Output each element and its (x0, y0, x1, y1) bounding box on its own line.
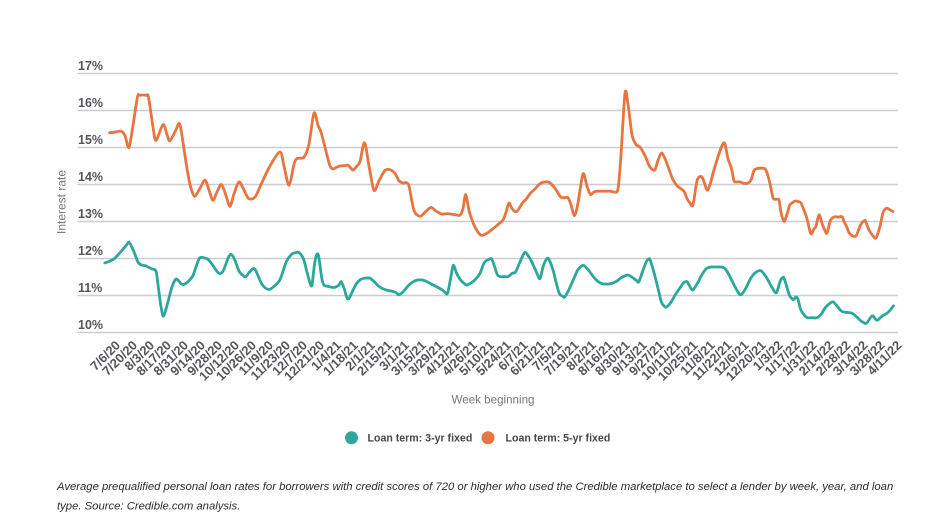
svg-text:16%: 16% (78, 96, 103, 110)
svg-text:15%: 15% (78, 133, 103, 147)
svg-text:11%: 11% (78, 281, 102, 295)
svg-text:14%: 14% (78, 170, 103, 184)
svg-text:Interest rate: Interest rate (55, 170, 69, 234)
svg-text:Loan term: 3-yr fixed: Loan term: 3-yr fixed (368, 433, 473, 445)
svg-text:17%: 17% (78, 59, 103, 73)
svg-text:10%: 10% (78, 318, 103, 332)
svg-text:Loan term: 5-yr fixed: Loan term: 5-yr fixed (506, 433, 611, 445)
svg-text:type. Source: Credible.com ana: type. Source: Credible.com analysis. (57, 501, 240, 513)
svg-text:Average prequalified personal: Average prequalified personal loan rates… (56, 481, 893, 493)
svg-text:12%: 12% (78, 244, 103, 258)
svg-text:Week beginning: Week beginning (452, 394, 535, 407)
svg-text:13%: 13% (78, 207, 103, 221)
